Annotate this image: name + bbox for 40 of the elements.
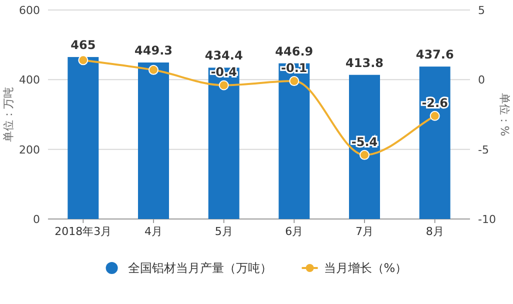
- point: [289, 76, 300, 86]
- y2-tick-label: -5: [478, 143, 489, 156]
- data-label: 434.4: [204, 48, 243, 63]
- x-tick-label: 4月: [144, 225, 162, 238]
- y-tick-label: 0: [33, 213, 40, 226]
- bar: [68, 57, 99, 219]
- y-tick-label: 600: [19, 4, 40, 17]
- legend-label: 当月增长（%）: [324, 261, 408, 275]
- data-label: 446.9: [275, 44, 314, 58]
- data-label: 465: [70, 38, 96, 52]
- y2-tick-label: 5: [478, 4, 485, 17]
- y2-tick-label: 0: [478, 74, 485, 87]
- x-tick-label: 8月: [426, 225, 444, 238]
- bar: [419, 66, 450, 219]
- bar: [138, 62, 169, 219]
- bar: [208, 68, 240, 219]
- bar: [349, 74, 380, 219]
- data-label: 437.6: [416, 48, 454, 62]
- x-tick-label: 6月: [285, 225, 304, 238]
- y2-tick-label: -10: [478, 213, 496, 226]
- y-tick-label: 400: [19, 74, 40, 87]
- x-tick-label: 2018年3月: [54, 225, 112, 238]
- x-tick-label: 7月: [356, 225, 374, 238]
- y-axis-title: 单位：万吨: [2, 87, 15, 142]
- data-label: -0.1: [281, 61, 308, 76]
- point: [430, 110, 440, 121]
- bar: [278, 63, 310, 219]
- point: [218, 80, 229, 90]
- data-label: 413.8: [346, 56, 384, 70]
- data-label: -2.6: [422, 96, 448, 110]
- legend-label: 全国铝材当月产量（万吨）: [128, 261, 272, 275]
- data-label: -5.4: [351, 134, 378, 149]
- y2-axis-title: 单位：%: [498, 92, 511, 136]
- point: [360, 150, 370, 160]
- data-label: -0.4: [210, 65, 237, 80]
- point: [78, 55, 88, 66]
- y-tick-label: 200: [19, 143, 40, 156]
- data-label: 449.3: [134, 43, 172, 58]
- point: [148, 64, 158, 75]
- x-tick-label: 5月: [214, 225, 233, 238]
